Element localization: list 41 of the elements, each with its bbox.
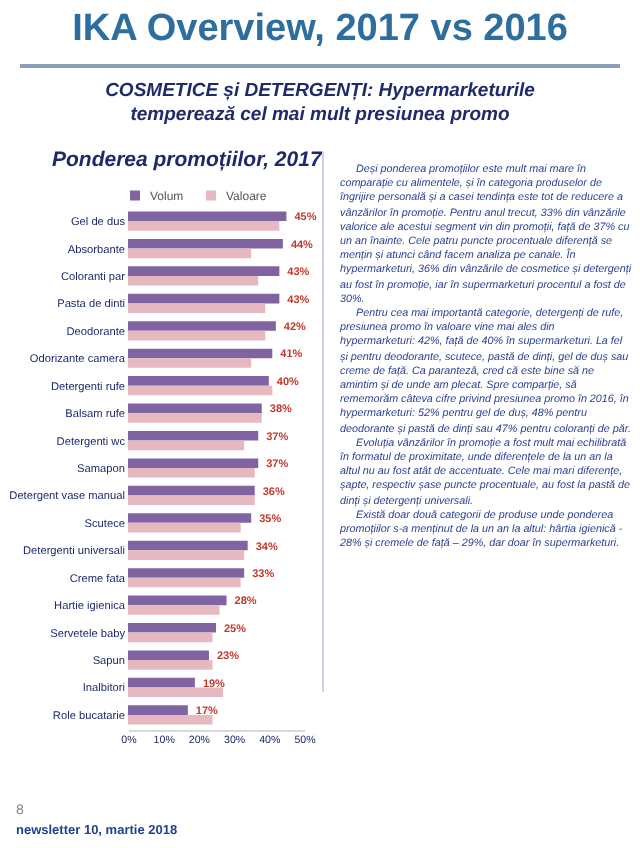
bar xyxy=(128,458,259,468)
bar xyxy=(128,403,262,414)
bar xyxy=(128,550,245,560)
bar xyxy=(128,330,266,341)
bar xyxy=(128,660,213,670)
bar xyxy=(128,266,280,276)
bar xyxy=(128,687,224,698)
chart-subtitle: COSMETICE și DETERGENȚI: Hypermarketurile temperează cel mai mult presiunea promo xyxy=(103,80,537,128)
bar xyxy=(128,211,287,222)
bar xyxy=(128,358,252,368)
bar xyxy=(128,238,283,249)
bar xyxy=(128,468,255,478)
bar xyxy=(128,705,188,715)
bar xyxy=(128,221,280,231)
bar xyxy=(128,650,209,661)
bar xyxy=(128,605,220,615)
bar xyxy=(128,623,216,633)
bar xyxy=(128,495,255,506)
bar xyxy=(128,513,252,523)
bar xyxy=(128,485,255,496)
bar xyxy=(128,413,262,423)
bar xyxy=(128,303,266,313)
bar xyxy=(128,430,259,441)
bar xyxy=(128,275,259,286)
text: Ponderea promoțiilor, 2017 xyxy=(52,148,322,172)
bar xyxy=(128,714,213,725)
bar xyxy=(128,293,280,304)
bar xyxy=(128,677,195,688)
bar xyxy=(128,248,252,259)
bar xyxy=(128,376,269,386)
bar xyxy=(128,385,273,396)
bar xyxy=(128,440,245,451)
bar xyxy=(128,577,241,588)
bar xyxy=(128,540,248,551)
bar xyxy=(128,348,273,359)
bar xyxy=(128,321,276,331)
bar xyxy=(128,595,227,606)
bar xyxy=(128,568,245,578)
bar xyxy=(128,632,213,643)
bar xyxy=(128,522,241,533)
chart-title: IKA Overview, 2017 vs 2016 xyxy=(70,8,570,52)
